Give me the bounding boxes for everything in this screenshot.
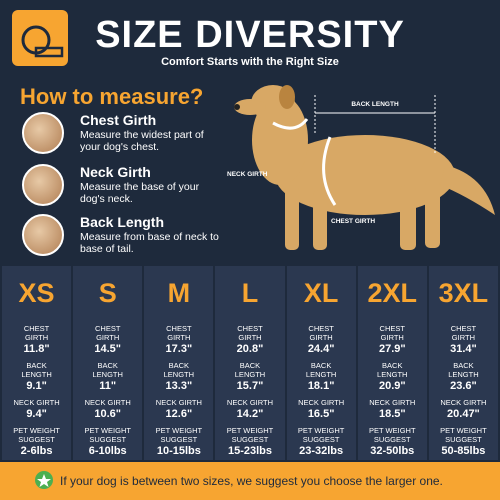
measure-label: BACK LENGTH bbox=[448, 361, 479, 379]
measure-label: BACK LENGTH bbox=[377, 361, 408, 379]
measure-label: PET WEIGHT SUGGEST bbox=[155, 426, 203, 444]
measure-label: NECK GIRTH bbox=[369, 398, 416, 407]
measure-value: 13.3" bbox=[165, 380, 193, 392]
neck-girth-label: NECK GIRTH bbox=[227, 171, 268, 178]
measure-value: 10-15lbs bbox=[156, 445, 201, 457]
measure-value: 23-32lbs bbox=[299, 445, 344, 457]
measure-label: CHEST GIRTH bbox=[94, 324, 121, 342]
item-text: Measure the widest part of your dog's ch… bbox=[80, 129, 204, 153]
measure-value: 9.1" bbox=[26, 380, 47, 392]
photo bbox=[22, 112, 64, 154]
measure-value: 11.8" bbox=[23, 343, 50, 355]
size-column: 2XL CHEST GIRTH 27.9" BACK LENGTH 20.9" NECK … bbox=[357, 266, 427, 460]
measure-label: BACK LENGTH bbox=[305, 361, 337, 379]
measure-label: NECK GIRTH bbox=[155, 398, 202, 407]
measure-label: BACK LENGTH bbox=[163, 361, 195, 379]
size-table: XS CHEST GIRTH 11.8" BACK LENGTH 9.1" NECK GI… bbox=[2, 266, 498, 460]
size-column: S CHEST GIRTH 14.5" BACK LENGTH 11" NECK GIRT… bbox=[73, 266, 143, 460]
star-icon bbox=[35, 471, 53, 489]
dog-diagram: BACK LENGTH NECK GIRTH CHEST GIRTH bbox=[227, 85, 495, 250]
measure-label: NECK GIRTH bbox=[84, 398, 131, 407]
measure-value: 18.5" bbox=[378, 408, 406, 420]
size-column: XS CHEST GIRTH 11.8" BACK LENGTH 9.1" NECK GI… bbox=[2, 266, 72, 460]
size-name: 2XL bbox=[367, 278, 418, 308]
measure-value: 27.9" bbox=[378, 343, 406, 355]
measure-value: 32-50lbs bbox=[370, 445, 415, 457]
measure-label: CHEST GIRTH bbox=[308, 324, 334, 342]
measure-label: PET WEIGHT SUGGEST bbox=[369, 426, 416, 444]
size-column: 3XL CHEST GIRTH 31.4" BACK LENGTH 23.6" NECK … bbox=[428, 266, 498, 460]
measure-value: 20.47" bbox=[447, 408, 480, 420]
measure-label: PET WEIGHT SUGGEST bbox=[226, 426, 274, 444]
photo bbox=[22, 164, 64, 206]
measure-value: 12.6" bbox=[165, 408, 193, 420]
measure-label: PET WEIGHT SUGGEST bbox=[297, 426, 345, 444]
measure-label: BACK LENGTH bbox=[21, 361, 52, 379]
measure-value: 9.4" bbox=[26, 408, 47, 420]
subtitle: Comfort Starts with the Right Size bbox=[161, 56, 339, 68]
measure-value: 31.4" bbox=[450, 343, 477, 355]
measure-value: 24.4" bbox=[307, 343, 335, 355]
measure-value: 20.9" bbox=[378, 380, 406, 392]
item-title: Back Length bbox=[80, 214, 165, 230]
footer-note: If your dog is between two sizes, we sug… bbox=[60, 474, 443, 488]
size-column: M CHEST GIRTH 17.3" BACK LENGTH 13.3" NECK GI… bbox=[144, 266, 214, 460]
measure-value: 11" bbox=[99, 380, 117, 392]
measure-item: Neck Girth Measure the base of your dog'… bbox=[22, 164, 222, 210]
item-title: Neck Girth bbox=[80, 164, 151, 180]
footer bbox=[0, 462, 500, 500]
measure-label: PET WEIGHT SUGGEST bbox=[13, 426, 60, 444]
back-length-label: BACK LENGTH bbox=[351, 101, 399, 108]
measure-value: 15-23lbs bbox=[227, 445, 272, 457]
measure-value: 14.2" bbox=[236, 408, 264, 420]
measure-label: CHEST GIRTH bbox=[237, 324, 263, 342]
measure-item: Chest Girth Measure the widest part of y… bbox=[22, 112, 222, 158]
measure-label: NECK GIRTH bbox=[440, 398, 487, 407]
item-title: Chest Girth bbox=[80, 112, 157, 128]
size-column: L CHEST GIRTH 20.8" BACK LENGTH 15.7" NECK GI… bbox=[215, 266, 285, 460]
measure-value: 10.6" bbox=[94, 408, 122, 420]
measure-label: NECK GIRTH bbox=[13, 398, 60, 407]
size-name: L bbox=[241, 278, 259, 308]
dog bbox=[234, 85, 495, 250]
measure-label: PET WEIGHT SUGGEST bbox=[440, 426, 487, 444]
measure-label: CHEST GIRTH bbox=[379, 324, 405, 342]
measure-label: CHEST GIRTH bbox=[166, 324, 192, 342]
measure-heading: How to measure? bbox=[20, 84, 204, 109]
measure-value: 17.3" bbox=[165, 343, 193, 355]
chest-girth-label: CHEST GIRTH bbox=[331, 218, 375, 225]
item-text: Measure from base of neck to base of tai… bbox=[80, 231, 219, 255]
measure-value: 15.7" bbox=[236, 380, 264, 392]
measure-value: 2-6lbs bbox=[20, 445, 53, 457]
measure-value: 14.5" bbox=[94, 343, 122, 355]
size-name: 3XL bbox=[438, 278, 489, 308]
measure-value: 6-10lbs bbox=[88, 445, 127, 457]
measure-label: NECK GIRTH bbox=[298, 398, 345, 407]
size-name: XL bbox=[303, 278, 339, 308]
measure-value: 20.8" bbox=[236, 343, 264, 355]
measure-value: 16.5" bbox=[307, 408, 335, 420]
measure-label: CHEST GIRTH bbox=[450, 324, 477, 342]
photo bbox=[22, 214, 64, 256]
measure-label: NECK GIRTH bbox=[226, 398, 274, 407]
size-column: XL CHEST GIRTH 24.4" BACK LENGTH 18.1" NECK G… bbox=[286, 266, 356, 460]
measure-value: 23.6" bbox=[450, 380, 477, 392]
measure-item: Back Length Measure from base of neck to… bbox=[22, 214, 222, 260]
size-name: M bbox=[167, 278, 191, 308]
measure-value: 50-85lbs bbox=[441, 445, 486, 457]
measure-label: PET WEIGHT SUGGEST bbox=[84, 426, 131, 444]
title: SIZE DIVERSITY bbox=[95, 14, 405, 56]
tape-icon bbox=[12, 10, 68, 66]
size-name: S bbox=[98, 278, 117, 308]
measure-label: BACK LENGTH bbox=[234, 361, 266, 379]
measure-value: 18.1" bbox=[307, 380, 335, 392]
measure-label: CHEST GIRTH bbox=[23, 324, 50, 342]
measure-label: BACK LENGTH bbox=[92, 361, 123, 379]
size-name: XS bbox=[18, 278, 55, 308]
item-text: Measure the base of your dog's neck. bbox=[80, 181, 200, 205]
